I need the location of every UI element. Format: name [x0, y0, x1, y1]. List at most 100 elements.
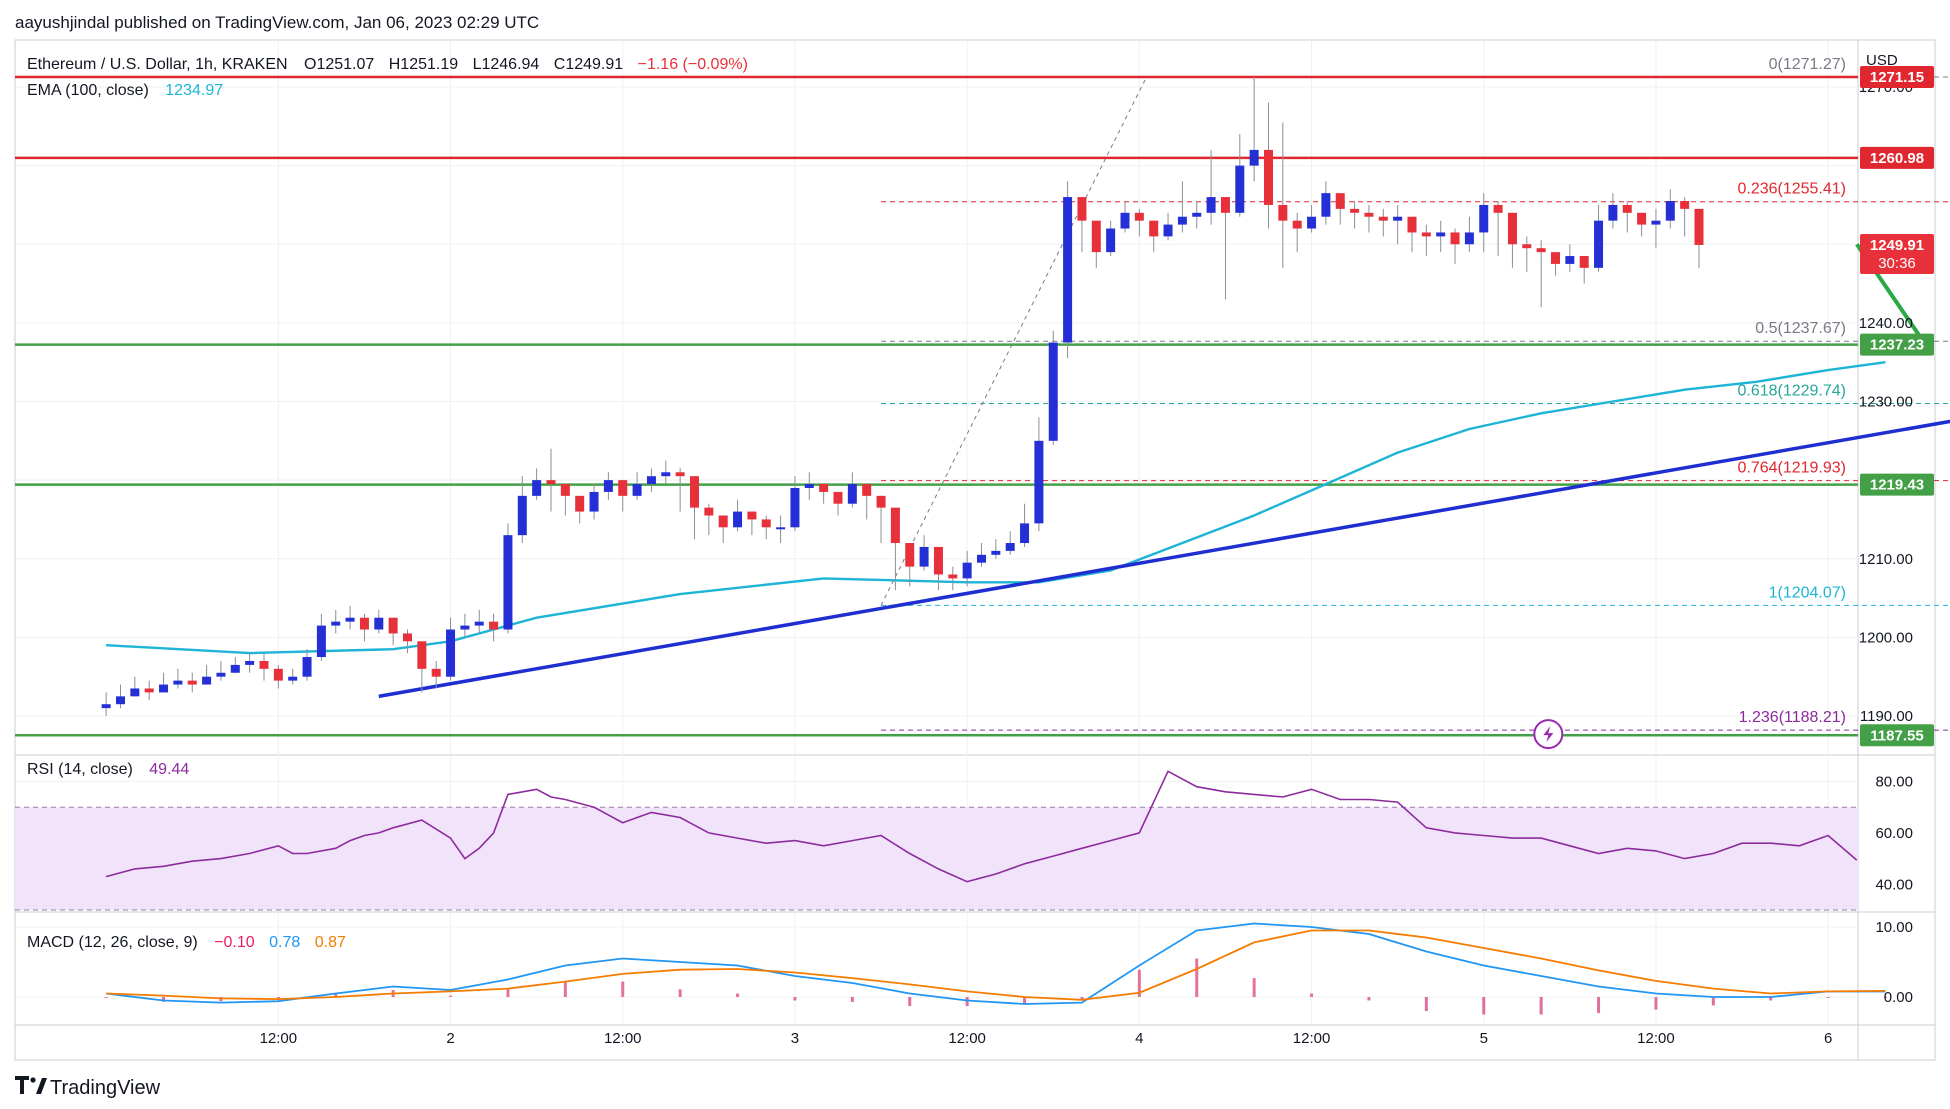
ema-label: EMA (100, close)	[27, 82, 149, 99]
fib-label-0: 0(1271.27)	[1769, 56, 1846, 73]
candle-body	[1235, 165, 1245, 213]
candle-body	[489, 621, 499, 630]
macd-histogram-bar	[1080, 997, 1084, 1000]
candle-body	[1034, 440, 1044, 524]
candle-body	[130, 688, 140, 697]
candle-body	[991, 550, 1001, 555]
fib-label-0.236: 0.236(1255.41)	[1737, 181, 1846, 198]
price-badge	[1860, 146, 1934, 169]
candle-body	[431, 668, 441, 677]
candle-body	[675, 472, 685, 477]
event-marker-icon[interactable]	[1533, 719, 1564, 750]
price-badge-label: 1237.23	[1870, 337, 1924, 354]
price-tick-label: 1230.00	[1859, 394, 1913, 411]
candle-body	[819, 484, 829, 492]
candle-body	[202, 676, 212, 685]
ohlc-high: H1251.19	[389, 56, 458, 73]
macd-histogram-bar	[1023, 997, 1027, 1004]
time-tick-label: 2	[446, 1030, 454, 1047]
candle-body	[532, 480, 542, 496]
trendline-layer	[378, 419, 1950, 699]
candle-body	[1479, 204, 1489, 233]
candle-body	[1206, 197, 1216, 213]
candle-body	[1464, 232, 1474, 245]
macd-tick-label: 0.00	[1884, 989, 1913, 1006]
macd-hist-value: −0.10	[214, 934, 255, 951]
macd-histogram-bar	[621, 981, 625, 997]
candle-body	[517, 495, 527, 536]
candle-body	[761, 519, 771, 528]
fib-label-0.618: 0.618(1229.74)	[1737, 383, 1846, 400]
candle-body	[1536, 248, 1546, 253]
candle-body	[345, 617, 355, 622]
macd-histogram-bar	[104, 997, 108, 998]
fib-anchor-line	[880, 76, 1147, 606]
candle-body	[1694, 208, 1704, 245]
candle-body	[474, 621, 484, 626]
macd-histogram-bar	[1539, 997, 1543, 1015]
candle-body	[876, 495, 886, 508]
macd-histogram-bar	[850, 997, 854, 1002]
time-tick-label: 12:00	[1293, 1030, 1331, 1047]
price-badge	[1860, 724, 1934, 747]
price-badge-label: 1260.98	[1870, 150, 1924, 167]
macd-histogram-bar	[1252, 978, 1256, 997]
time-tick-label: 4	[1135, 1030, 1143, 1047]
candle-body	[1063, 197, 1073, 343]
ema-layer	[106, 361, 1886, 655]
rsi-tick-label: 80.00	[1875, 774, 1913, 791]
candle-body	[1550, 252, 1560, 264]
macd-signal-value: 0.87	[315, 934, 346, 951]
price-tick-label: 1190.00	[1860, 708, 1913, 725]
candle-body	[905, 543, 915, 567]
time-tick-label: 12:00	[604, 1030, 642, 1047]
macd-histogram-bar	[736, 993, 740, 997]
rsi-layer	[105, 770, 1858, 883]
candle-body	[733, 511, 743, 528]
candle-body	[1594, 220, 1604, 268]
publisher-line: aayushjindal published on TradingView.co…	[15, 13, 539, 32]
candle-body	[273, 668, 283, 681]
ema-line	[106, 361, 1886, 655]
candle-body	[1249, 149, 1259, 166]
price-badge	[1860, 333, 1934, 356]
candle-body	[976, 554, 986, 563]
candle-body	[718, 515, 728, 528]
macd-histogram-bar	[1195, 958, 1199, 997]
price-badge-label: 1271.15	[1870, 69, 1924, 86]
price-axis-labels: 1190.001200.001210.001230.001240.001270.…	[1859, 79, 1913, 1006]
macd-histogram-bar	[276, 997, 280, 1000]
candle-body	[1608, 204, 1618, 221]
candle-body	[115, 696, 125, 705]
macd-histogram-bar	[1884, 997, 1888, 998]
macd-histogram-bar	[793, 997, 797, 1001]
candle-body	[661, 472, 671, 477]
price-tick-label: 1240.00	[1859, 315, 1913, 332]
macd-label: MACD (12, 26, close, 9)	[27, 934, 198, 951]
candle-body	[1507, 212, 1517, 245]
fibonacci-labels: 0(1271.27) 0.236(1255.41) 0.5(1237.67) 0.61…	[1737, 56, 1846, 726]
fib-label-1: 1(1204.07)	[1769, 584, 1846, 601]
candle-body	[1335, 193, 1345, 209]
macd-histogram-bar	[162, 997, 166, 1002]
candle-body	[1307, 216, 1317, 229]
candle-body	[1522, 244, 1532, 249]
candle-body	[1680, 201, 1690, 209]
symbol-label: Ethereum / U.S. Dollar, 1h, KRAKEN	[27, 56, 288, 73]
candle-body	[245, 660, 255, 665]
rsi-band	[15, 807, 1858, 910]
macd-histogram-bar	[1367, 997, 1371, 1001]
tradingview-logo[interactable]: TradingView	[15, 1076, 161, 1099]
legend-rsi: RSI (14, close) 49.44	[27, 761, 189, 778]
candle-body	[704, 507, 714, 516]
candle-body	[575, 495, 585, 512]
chart-frame	[14, 39, 1936, 1061]
macd-histogram-bar	[908, 997, 912, 1007]
price-badge	[1860, 233, 1934, 274]
candle-body	[1321, 193, 1331, 217]
candle-body	[776, 527, 786, 530]
time-tick-label: 12:00	[260, 1030, 298, 1047]
candle-body	[1350, 208, 1360, 213]
macd-histogram-bar	[965, 997, 969, 1007]
